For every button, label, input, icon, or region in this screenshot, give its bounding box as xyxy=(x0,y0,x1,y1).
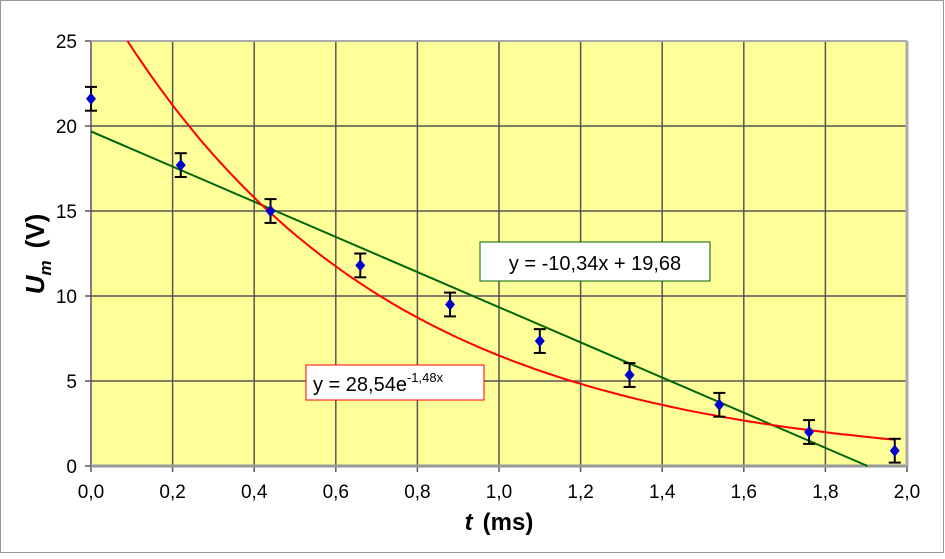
data-point xyxy=(355,259,366,272)
y-tick-label: 0 xyxy=(66,457,77,478)
exp-equation-label: y = 28,54e xyxy=(313,374,407,396)
data-point xyxy=(889,444,900,457)
exp-equation-box: y = 28,54e-1,48x xyxy=(305,364,485,401)
x-tick-label: 0,6 xyxy=(323,482,349,503)
y-tick-label: 10 xyxy=(56,287,77,308)
x-tick-label: 0,8 xyxy=(404,482,430,503)
y-tick-label: 20 xyxy=(56,117,77,138)
x-tick-label: 2,0 xyxy=(894,482,920,503)
linear-equation-box: y = -10,34x + 19,68 xyxy=(479,241,711,282)
data-point xyxy=(175,159,186,172)
exponential-trendline xyxy=(126,40,895,441)
data-point xyxy=(714,398,725,411)
grid xyxy=(85,40,909,472)
svg-text:Um(V): Um (V) xyxy=(20,214,55,295)
trendlines xyxy=(90,40,895,467)
data-point xyxy=(804,426,815,438)
svg-text:t(ms): t (ms) xyxy=(465,509,534,536)
data-point xyxy=(534,335,545,348)
linear-equation-label: y = -10,34x + 19,68 xyxy=(509,253,681,275)
y-tick-label: 5 xyxy=(66,372,77,393)
data-point xyxy=(86,92,96,105)
y-axis-unit: (V) xyxy=(20,214,50,249)
x-tick-label: 0,4 xyxy=(241,482,268,503)
x-tick-labels: 0,0 0,2 0,4 0,6 0,8 1,0 1,2 1,4 1,6 1,8 2,0 xyxy=(78,482,920,503)
data-point xyxy=(624,369,635,382)
x-tick-label: 1,0 xyxy=(486,482,512,503)
y-tick-labels: 0 5 10 15 20 25 xyxy=(56,32,77,478)
x-tick-label: 1,4 xyxy=(649,482,676,503)
data-points xyxy=(85,85,901,464)
y-tick-label: 15 xyxy=(56,202,77,223)
linear-trendline xyxy=(90,130,868,467)
exp-equation-exponent: -1,48x xyxy=(407,370,444,385)
x-tick-label: 1,6 xyxy=(731,482,757,503)
x-tick-label: 0,0 xyxy=(78,482,104,503)
y-axis-label: U xyxy=(20,274,50,294)
svg-text:y = 28,54e-1,48x: y = 28,54e-1,48x xyxy=(313,370,444,396)
x-axis-unit: (ms) xyxy=(483,509,534,536)
data-point xyxy=(445,298,456,311)
x-tick-label: 0,2 xyxy=(159,482,185,503)
x-tick-label: 1,2 xyxy=(567,482,593,503)
x-tick-label: 1,8 xyxy=(812,482,838,503)
y-axis-subscript: m xyxy=(36,260,55,275)
x-axis-label: t xyxy=(465,509,474,536)
y-tick-label: 25 xyxy=(56,32,77,53)
data-point xyxy=(265,205,276,217)
